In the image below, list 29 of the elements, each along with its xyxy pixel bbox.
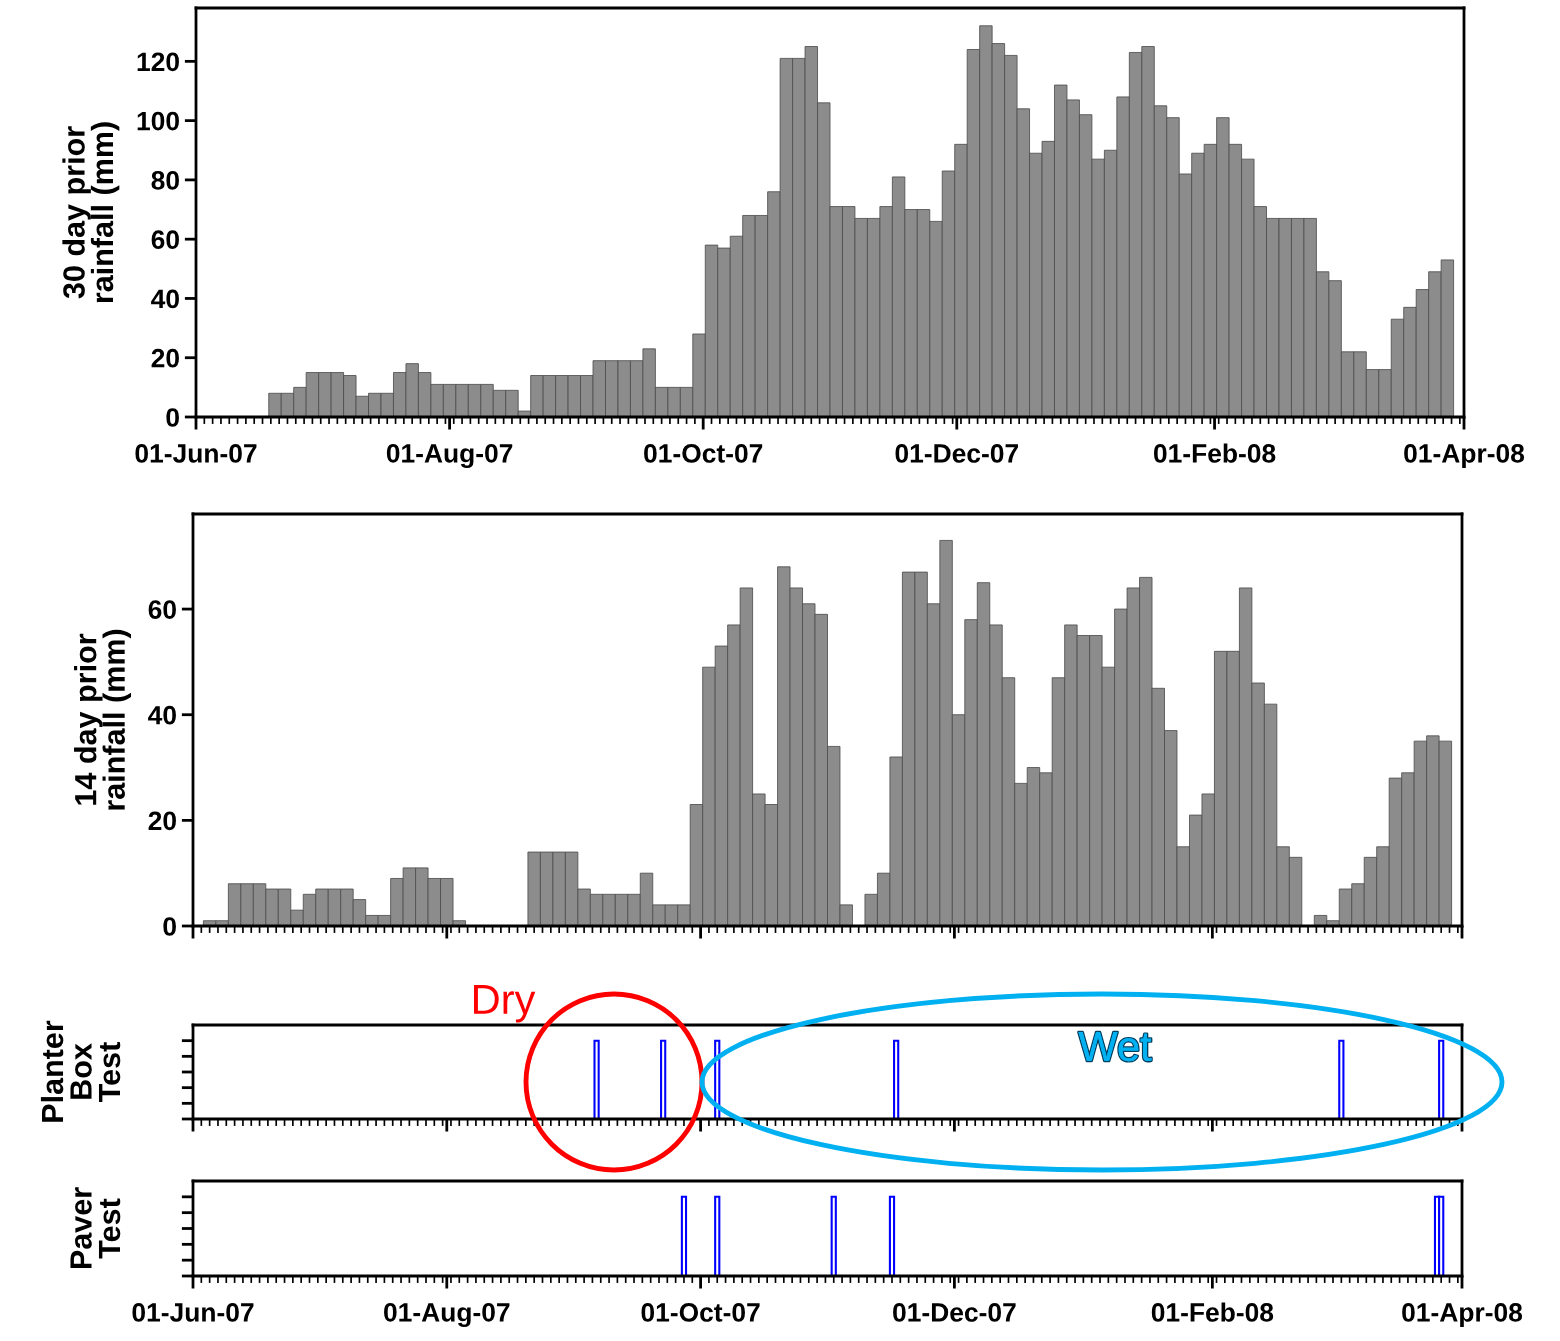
x-tick-label: 01-Aug-07 xyxy=(384,1302,510,1327)
y-tick-label: 0 xyxy=(166,408,179,427)
y-tick-label: 20 xyxy=(151,348,179,368)
text: Dry xyxy=(474,985,536,1023)
annotation: Wet xyxy=(1078,1032,1152,1062)
y-tick-label: 80 xyxy=(151,171,179,190)
y-tick-label: 60 xyxy=(151,230,179,249)
x-tick-label: 01-Apr-08 xyxy=(1404,444,1525,468)
x-tick-label: 01-Apr-08 xyxy=(1402,1303,1523,1327)
x-tick-label: 01-Jun-07 xyxy=(132,1303,254,1322)
y-axis-title: Planter Box Test xyxy=(40,1020,121,1122)
x-tick-label: 01-Oct-07 xyxy=(644,444,763,463)
y-axis-title: Paver Test xyxy=(70,1187,121,1269)
y-tick-label: 40 xyxy=(148,705,176,725)
y-tick-label: 0 xyxy=(163,917,176,936)
y-tick-label: 120 xyxy=(137,52,179,72)
x-tick-label: 01-Feb-08 xyxy=(1151,1302,1274,1322)
y-axis-title: 30 day prior rainfall (mm) xyxy=(62,122,120,303)
x-tick-label: 01-Feb-08 xyxy=(1154,443,1276,463)
y-tick-label: 40 xyxy=(151,289,179,309)
y-tick-label: 100 xyxy=(137,111,179,131)
x-tick-label: 01-Dec-07 xyxy=(895,444,1018,463)
y-tick-label: 60 xyxy=(148,600,176,619)
y-axis-title: 14 day prior rainfall (mm) xyxy=(74,629,132,810)
x-tick-label: 01-Jun-07 xyxy=(135,444,257,463)
x-tick-label: 01-Oct-07 xyxy=(641,1303,760,1322)
y-tick-label: 20 xyxy=(148,811,176,831)
x-tick-label: 01-Dec-07 xyxy=(893,1303,1016,1322)
x-tick-label: 01-Aug-07 xyxy=(386,443,513,468)
